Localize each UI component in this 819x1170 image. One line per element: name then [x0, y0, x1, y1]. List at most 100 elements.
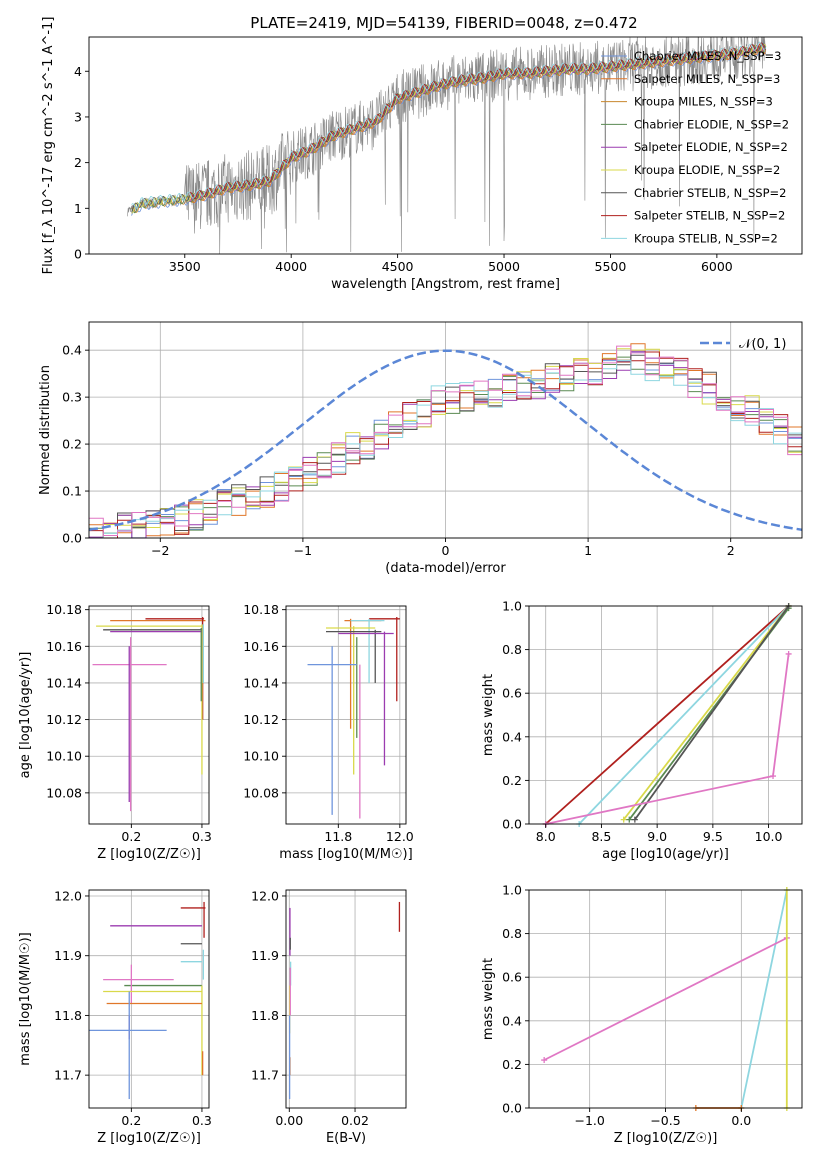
x-tick-label: 10.0 [755, 829, 783, 844]
x-tick-label: 0.3 [192, 829, 212, 844]
residual-histogram-panel: −2 −1 0 1 2 0.0 0.1 0.2 0.3 0.4 (data-model)/error… [38, 321, 803, 576]
y-axis-label: mass weight [481, 958, 496, 1040]
legend-label: Kroupa ELODIE, N_SSP=2 [634, 163, 780, 177]
x-tick-label: 0.0 [731, 1113, 751, 1128]
x-tick-label: −2 [151, 543, 169, 558]
y-tick-label: 12.0 [54, 888, 82, 903]
x-tick-label: −0.5 [650, 1113, 680, 1128]
x-tick-label: 5500 [595, 259, 627, 274]
x-tick-label: 0.00 [275, 1113, 303, 1128]
x-tick-label: 9.0 [647, 829, 667, 844]
x-axis-label: Z [log10(Z/Z☉)] [614, 1131, 718, 1146]
model-spectrum-line [131, 41, 767, 209]
massweight-marker [541, 1057, 548, 1064]
y-tick-label: 1 [74, 201, 82, 216]
y-tick-label: 0.4 [62, 343, 82, 358]
x-axis-label: age [log10(age/yr)] [602, 847, 729, 862]
y-tick-label: 0.1 [62, 484, 82, 499]
spectrum-panel: 3500 4000 4500 5000 5500 6000 0 1 2 3 4 wavelength … [41, 17, 803, 292]
y-tick-label: 0.3 [62, 390, 82, 405]
x-tick-label: 0 [442, 543, 450, 558]
y-tick-label: 11.8 [251, 1008, 279, 1023]
y-tick-label: 0.4 [502, 729, 522, 744]
massweight-line [545, 605, 790, 825]
y-axis-label: mass [log10(M/M☉)] [18, 932, 33, 1065]
x-tick-label: 1 [584, 543, 592, 558]
legend-label: Salpeter ELODIE, N_SSP=2 [634, 140, 788, 154]
axes-frame [528, 605, 803, 825]
massweight-marker [785, 650, 792, 657]
y-tick-label: 10.12 [243, 712, 279, 727]
y-tick-label: 3 [74, 109, 82, 124]
y-tick-label: 0.2 [502, 1057, 522, 1072]
y-tick-label: 10.14 [243, 675, 279, 690]
y-tick-label: 0.8 [502, 642, 522, 657]
x-axis-label: E(B-V) [326, 1131, 366, 1146]
massweight-marker [626, 816, 633, 823]
x-tick-label: 4500 [382, 259, 414, 274]
age-vs-mass-panel: 11.8 12.0 10.08 10.10 10.12 10.14 10.16 10.18 ma… [243, 602, 414, 862]
x-tick-label: 12.0 [386, 829, 414, 844]
y-tick-label: 10.16 [243, 639, 279, 654]
massweight-vs-metallicity-panel: −1.0 −0.5 0.0 0.0 0.2 0.4 0.6 0.8 1.0 Z [log10(Z/… [481, 883, 803, 1146]
massweight-line [634, 605, 790, 821]
legend-label: Salpeter MILES, N_SSP=3 [634, 72, 780, 86]
y-tick-label: 10.08 [46, 785, 82, 800]
y-tick-label: 0.4 [502, 1013, 522, 1028]
figure-title: PLATE=2419, MJD=54139, FIBERID=0048, z=0… [250, 14, 637, 32]
y-tick-label: 1.0 [502, 599, 522, 614]
y-tick-label: 10.16 [46, 639, 82, 654]
x-axis-label: (data-model)/error [385, 561, 506, 576]
y-tick-label: 11.9 [54, 948, 82, 963]
normal-distribution-curve [88, 349, 803, 532]
mass-vs-ebv-panel: 0.00 0.02 11.7 11.8 11.9 12.0 E(B-V) [251, 888, 407, 1146]
massweight-line [740, 889, 788, 1109]
x-axis-label: Z [log10(Z/Z☉)] [97, 847, 201, 862]
axes-frame [88, 889, 210, 1109]
x-tick-label: 8.5 [591, 829, 611, 844]
x-tick-label: 9.5 [703, 829, 723, 844]
y-tick-label: 11.7 [251, 1068, 279, 1083]
y-axis-label: Normed distribution [38, 365, 53, 495]
x-axis-label: wavelength [Angstrom, rest frame] [331, 277, 560, 292]
y-axis-label: mass weight [481, 674, 496, 756]
y-tick-label: 10.18 [243, 602, 279, 617]
massweight-line [578, 605, 790, 825]
x-tick-label: 3500 [169, 259, 201, 274]
y-tick-label: 2 [74, 155, 82, 170]
legend-label: Chabrier STELIB, N_SSP=2 [634, 186, 786, 200]
histogram-step [89, 345, 802, 536]
y-tick-label: 0.6 [502, 686, 522, 701]
legend-label: Salpeter STELIB, N_SSP=2 [634, 209, 785, 223]
y-tick-label: 0.6 [502, 970, 522, 985]
histogram-step [89, 359, 802, 539]
x-tick-label: −1.0 [574, 1113, 604, 1128]
x-tick-label: 0.3 [192, 1113, 212, 1128]
y-axis-label: Flux [f_λ 10^-17 erg cm^-2 s^-1 A^-1] [41, 17, 56, 275]
legend-label: Chabrier MILES, N_SSP=3 [634, 49, 781, 63]
y-tick-label: 10.12 [46, 712, 82, 727]
y-tick-label: 0.8 [502, 926, 522, 941]
y-tick-label: 0.0 [62, 531, 82, 546]
y-tick-label: 11.8 [54, 1008, 82, 1023]
axes-frame [285, 605, 407, 825]
y-tick-label: 4 [74, 64, 82, 79]
y-tick-label: 12.0 [251, 888, 279, 903]
legend-label: Kroupa MILES, N_SSP=3 [634, 95, 773, 109]
y-tick-label: 0.2 [502, 773, 522, 788]
y-tick-label: 10.10 [46, 749, 82, 764]
x-tick-label: 0.2 [121, 1113, 141, 1128]
y-tick-label: 10.18 [46, 602, 82, 617]
massweight-marker [770, 773, 777, 780]
axes-frame [285, 889, 407, 1109]
x-tick-label: 4000 [275, 259, 307, 274]
y-tick-label: 0 [74, 247, 82, 262]
x-tick-label: 2 [727, 543, 735, 558]
x-axis-label: mass [log10(M/M☉)] [279, 847, 412, 862]
legend-label: Chabrier ELODIE, N_SSP=2 [634, 117, 789, 131]
y-tick-label: 0.2 [62, 437, 82, 452]
x-tick-label: 6000 [701, 259, 733, 274]
x-tick-label: 0.02 [341, 1113, 369, 1128]
massweight-line [545, 653, 790, 825]
